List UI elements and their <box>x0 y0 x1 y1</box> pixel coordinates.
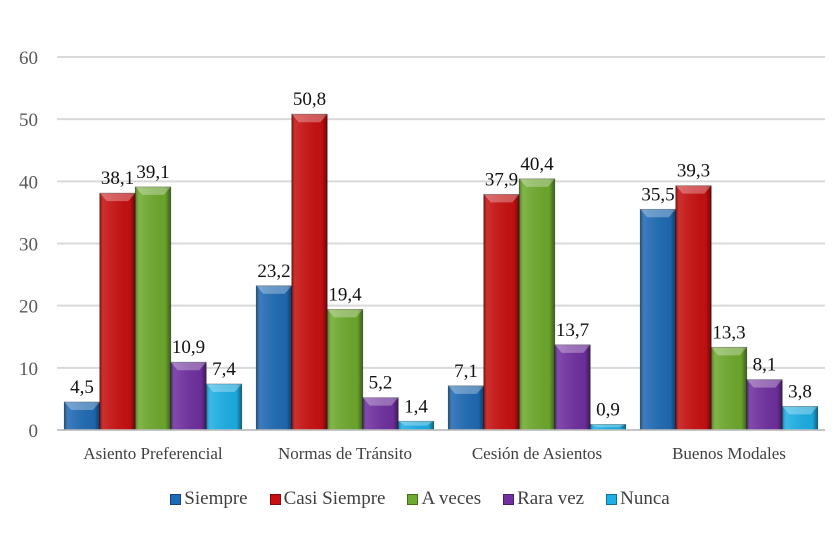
bar-shading <box>519 178 555 430</box>
y-tick-label: 60 <box>19 48 38 69</box>
bar-shading <box>746 379 783 430</box>
bar-bevel <box>64 402 100 411</box>
bar-shading <box>327 309 363 430</box>
bar-bevel <box>554 344 591 353</box>
legend-label: Casi Siempre <box>283 488 386 509</box>
data-label: 39,1 <box>136 162 169 183</box>
bar-chart: 0 10 20 30 40 50 60 4,5 38,1 39,1 10,9 7,4 Asiento P… <box>19 48 825 463</box>
bar-bevel <box>590 424 626 428</box>
bar-bevel <box>519 178 555 187</box>
data-label: 35,5 <box>641 184 674 205</box>
bar-bevel <box>206 383 242 392</box>
bar-bevel <box>782 406 818 415</box>
y-tick-label: 50 <box>19 110 38 131</box>
data-label: 7,1 <box>454 361 478 382</box>
legend-swatch <box>503 493 515 505</box>
data-label: 40,4 <box>520 154 554 175</box>
data-label: 8,1 <box>753 355 777 376</box>
bar-bevel <box>362 397 399 406</box>
bar-shading <box>782 406 818 430</box>
y-tick-label: 0 <box>29 421 39 442</box>
bar-bevel <box>327 309 363 318</box>
data-label: 3,8 <box>788 381 812 402</box>
bar-shading <box>170 362 207 430</box>
legend-item: Rara vez <box>503 488 584 510</box>
bar-bevel <box>256 285 292 294</box>
y-tick-label: 10 <box>19 359 38 380</box>
data-label: 10,9 <box>172 337 205 358</box>
bar-bevel <box>99 193 136 202</box>
data-label: 13,7 <box>556 320 589 341</box>
legend-swatch <box>407 493 419 505</box>
data-label: 5,2 <box>369 373 393 394</box>
legend-item: Nunca <box>606 488 670 510</box>
bar-shading <box>99 193 136 430</box>
data-label: 7,4 <box>212 359 236 380</box>
bar-shading <box>362 397 399 430</box>
bar-shading <box>554 344 591 430</box>
bar-bevel <box>398 421 434 426</box>
y-tick-label: 20 <box>19 297 38 318</box>
legend-item: Siempre <box>170 488 248 510</box>
data-label: 37,9 <box>485 169 518 190</box>
bar-bevel <box>448 385 484 394</box>
legend-swatch <box>269 493 281 505</box>
data-label: 19,4 <box>328 284 362 305</box>
data-label: 50,8 <box>293 89 326 110</box>
legend-swatch <box>606 493 618 505</box>
bar-shading <box>398 421 434 430</box>
legend-item: A veces <box>407 488 481 510</box>
bar-shading <box>675 185 712 430</box>
bar-shading <box>711 347 747 430</box>
x-category-label: Cesión de Asientos <box>472 444 602 463</box>
legend-swatch <box>170 493 182 505</box>
bar-shading <box>640 209 676 430</box>
y-tick-label: 30 <box>19 235 38 256</box>
legend-item: Casi Siempre <box>269 488 386 510</box>
bar-bevel <box>135 186 171 195</box>
data-label: 4,5 <box>70 377 94 398</box>
bar-bevel <box>675 185 712 194</box>
legend-label: Siempre <box>184 488 248 509</box>
data-label: 13,3 <box>712 322 745 343</box>
bar-bevel <box>711 347 747 356</box>
x-category-label: Buenos Modales <box>672 444 786 463</box>
data-label: 39,3 <box>677 161 710 182</box>
bar-bevel <box>640 209 676 218</box>
bar-bevel <box>291 114 328 123</box>
data-label: 1,4 <box>404 396 428 417</box>
legend-label: Rara vez <box>517 488 585 509</box>
bar-shading <box>590 424 626 430</box>
data-label: 23,2 <box>257 261 290 282</box>
data-label: 0,9 <box>596 399 620 420</box>
x-category-label: Asiento Preferencial <box>83 444 223 463</box>
bar-bevel <box>483 194 520 203</box>
bar-shading <box>206 383 242 430</box>
bar-shading <box>448 385 484 430</box>
data-label: 38,1 <box>101 168 134 189</box>
bar-shading <box>135 186 171 430</box>
bar-shading <box>64 402 100 430</box>
y-tick-label: 40 <box>19 172 38 193</box>
x-category-label: Normas de Tránsito <box>278 444 412 463</box>
legend-label: A veces <box>421 488 482 509</box>
bar-bevel <box>746 379 783 388</box>
bar-bevel <box>170 362 207 371</box>
legend: Siempre Casi Siempre A veces Rara vez Nunca <box>0 488 840 510</box>
bar-shading <box>483 194 520 430</box>
legend-label: Nunca <box>620 488 670 509</box>
bar-shading <box>256 285 292 430</box>
bar-shading <box>291 114 328 431</box>
